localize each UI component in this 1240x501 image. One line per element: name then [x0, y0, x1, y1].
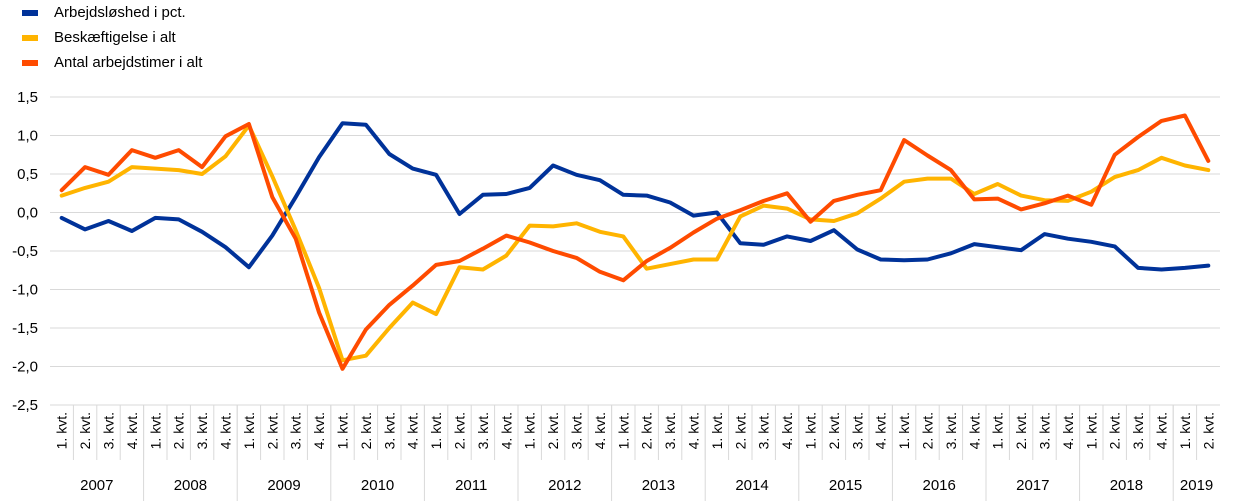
- x-tick-label: 3. kvt.: [288, 412, 304, 449]
- year-label: 2009: [267, 477, 300, 494]
- x-tick-label: 4. kvt.: [405, 412, 421, 449]
- year-label: 2011: [455, 477, 487, 494]
- x-tick-label: 2. kvt.: [1107, 412, 1123, 449]
- x-tick-label: 4. kvt.: [966, 412, 982, 449]
- legend-swatch-unemployment: [22, 9, 38, 16]
- legend: Arbejdsløshed i pct. Beskæftigelse i alt…: [22, 0, 202, 75]
- x-tick-label: 2. kvt.: [171, 412, 187, 449]
- x-tick-label: 1. kvt.: [428, 412, 444, 449]
- series-line-1: [59, 123, 1211, 363]
- x-tick-label: 1. kvt.: [54, 412, 70, 449]
- x-tick-label: 4. kvt.: [1154, 412, 1170, 449]
- legend-label-unemployment: Arbejdsløshed i pct.: [54, 4, 186, 21]
- x-tick-label: 4. kvt.: [592, 412, 608, 449]
- year-label: 2013: [642, 477, 675, 494]
- year-label: 2008: [174, 477, 207, 494]
- year-label: 2010: [361, 477, 394, 494]
- x-tick-label: 4. kvt.: [873, 412, 889, 449]
- x-tick-label: 2. kvt.: [732, 412, 748, 449]
- y-tick-label: -2,5: [12, 397, 38, 414]
- x-tick-label: 2. kvt.: [826, 412, 842, 449]
- year-label: 2016: [923, 477, 956, 494]
- x-tick-label: 1. kvt.: [522, 412, 538, 449]
- year-label: 2015: [829, 477, 862, 494]
- year-label: 2014: [735, 477, 768, 494]
- x-tick-label: 3. kvt.: [662, 412, 678, 449]
- x-tick-label: 3. kvt.: [194, 412, 210, 449]
- y-tick-label: 0,5: [17, 166, 38, 183]
- x-tick-label: 3. kvt.: [943, 412, 959, 449]
- x-tick-label: 2. kvt.: [545, 412, 561, 449]
- x-tick-label: 4. kvt.: [686, 412, 702, 449]
- legend-label-hours: Antal arbejdstimer i alt: [54, 54, 203, 71]
- y-tick-label: -0,5: [12, 243, 38, 260]
- x-tick-label: 1. kvt.: [335, 412, 351, 449]
- x-tick-label: 3. kvt.: [381, 412, 397, 449]
- x-tick-label: 2. kvt.: [1200, 412, 1216, 449]
- x-tick-label: 3. kvt.: [1037, 412, 1053, 449]
- x-tick-label: 3. kvt.: [101, 412, 117, 449]
- x-tick-label: 3. kvt.: [475, 412, 491, 449]
- legend-swatch-employment: [22, 34, 38, 41]
- x-tick-label: 3. kvt.: [1130, 412, 1146, 449]
- x-tick-label: 1. kvt.: [896, 412, 912, 449]
- x-tick-label: 2. kvt.: [452, 412, 468, 449]
- y-tick-label: -1,0: [12, 282, 38, 299]
- x-tick-label: 1. kvt.: [990, 412, 1006, 449]
- legend-swatch-hours: [22, 59, 38, 66]
- x-tick-label: 4. kvt.: [1060, 412, 1076, 449]
- x-tick-label: 4. kvt.: [311, 412, 327, 449]
- x-tick-label: 4. kvt.: [124, 412, 140, 449]
- y-tick-label: -1,5: [12, 320, 38, 337]
- x-tick-label: 2. kvt.: [264, 412, 280, 449]
- legend-label-employment: Beskæftigelse i alt: [54, 29, 176, 46]
- x-tick-label: 1. kvt.: [1083, 412, 1099, 449]
- year-label: 2017: [1016, 477, 1049, 494]
- x-tick-label: 2. kvt.: [920, 412, 936, 449]
- y-tick-label: 1,0: [17, 128, 38, 145]
- x-tick-label: 4. kvt.: [779, 412, 795, 449]
- x-tick-label: 4. kvt.: [218, 412, 234, 449]
- x-tick-label: 3. kvt.: [849, 412, 865, 449]
- year-label: 2019: [1180, 477, 1213, 494]
- year-label: 2012: [548, 477, 581, 494]
- x-tick-label: 2. kvt.: [77, 412, 93, 449]
- year-label: 2018: [1110, 477, 1143, 494]
- y-tick-label: -2,0: [12, 359, 38, 376]
- y-tick-label: 1,5: [17, 89, 38, 106]
- legend-item-hours: Antal arbejdstimer i alt: [22, 50, 202, 75]
- series-line-0: [59, 121, 1211, 272]
- x-tick-label: 1. kvt.: [615, 412, 631, 449]
- x-tick-label: 1. kvt.: [709, 412, 725, 449]
- x-tick-label: 2. kvt.: [639, 412, 655, 449]
- x-tick-label: 2. kvt.: [1013, 412, 1029, 449]
- x-tick-label: 4. kvt.: [498, 412, 514, 449]
- y-tick-label: 0,0: [17, 205, 38, 222]
- x-tick-label: 2. kvt.: [358, 412, 374, 449]
- x-tick-label: 3. kvt.: [569, 412, 585, 449]
- x-tick-label: 1. kvt.: [147, 412, 163, 449]
- legend-item-employment: Beskæftigelse i alt: [22, 25, 202, 50]
- series-line-2: [59, 113, 1211, 371]
- legend-item-unemployment: Arbejdsløshed i pct.: [22, 0, 202, 25]
- year-label: 2007: [80, 477, 113, 494]
- x-tick-label: 1. kvt.: [241, 412, 257, 449]
- x-tick-label: 1. kvt.: [803, 412, 819, 449]
- x-tick-label: 3. kvt.: [756, 412, 772, 449]
- x-tick-label: 1. kvt.: [1177, 412, 1193, 449]
